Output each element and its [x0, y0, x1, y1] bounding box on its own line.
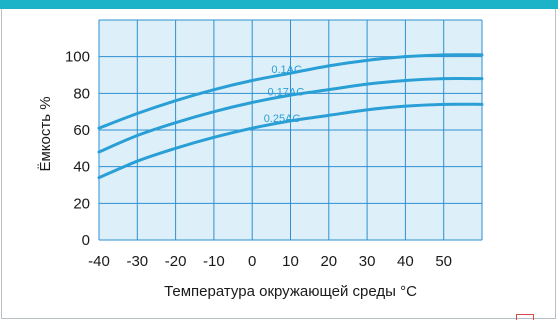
- series-lines: 0.1AC 0.17AC 0.25AC: [97, 53, 484, 180]
- y-tick-label: 100: [65, 49, 90, 66]
- series-label: 0.25AC: [264, 113, 301, 125]
- x-tick-label: -10: [203, 253, 225, 270]
- series-line: [97, 53, 484, 130]
- series-label: 0.17AC: [268, 87, 305, 99]
- y-tick-label: 60: [73, 122, 90, 139]
- series-line: [97, 102, 484, 180]
- y-tick-label: 20: [73, 195, 90, 212]
- y-tick-label: 80: [73, 85, 90, 102]
- x-tick-label: -20: [165, 253, 187, 270]
- series-label: 0.1AC: [271, 64, 302, 76]
- y-tick-label: 40: [73, 159, 90, 176]
- y-tick-label: 0: [82, 232, 90, 249]
- accent-header-bar: [0, 0, 558, 9]
- x-tick-label: 10: [282, 253, 299, 270]
- chart-frame: [1, 9, 556, 319]
- y-axis-label: Ёмкость %: [37, 96, 54, 171]
- x-tick-label: -30: [126, 253, 148, 270]
- x-tick-label: 30: [359, 253, 376, 270]
- x-tick-label: 50: [435, 253, 452, 270]
- y-tick-labels: 0 20 40 60 80 100: [65, 49, 90, 249]
- x-tick-label: 40: [397, 253, 414, 270]
- x-tick-labels: -40 -30 -20 -10 0 10 20 30 40 50: [88, 253, 452, 270]
- x-tick-label: 0: [248, 253, 256, 270]
- corner-mark: [516, 314, 534, 320]
- x-tick-label: 20: [320, 253, 337, 270]
- series-line: [97, 77, 484, 154]
- x-axis-label: Температура окружающей среды °C: [164, 283, 417, 300]
- x-tick-label: -40: [88, 253, 110, 270]
